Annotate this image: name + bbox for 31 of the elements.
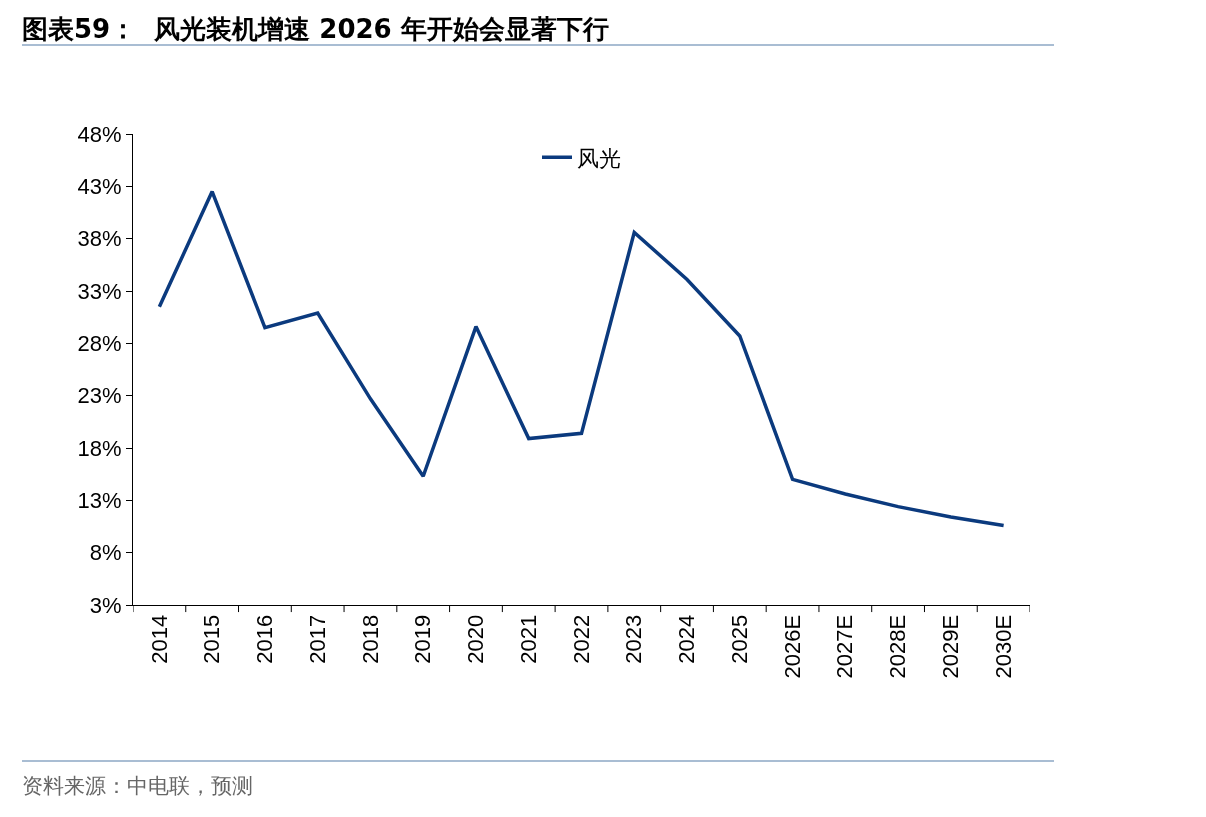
text: 资料来源：中电联，预测 (22, 773, 253, 800)
x-tick-label: 2024 (674, 614, 700, 664)
line-series (157, 189, 1006, 528)
x-tick-label: 2017 (304, 614, 330, 664)
x-tick-label: 2014 (146, 614, 172, 664)
legend-label: 风光 (577, 145, 621, 171)
y-tick-label: 48% (77, 121, 122, 147)
x-tick-label: 2028E (885, 614, 911, 679)
x-tick-label: 2027E (832, 614, 858, 679)
y-tick-label: 23% (77, 383, 122, 409)
chart-title: 图表59： 风光装机增速 2026 年开始会显著下行 (22, 13, 609, 46)
y-tick-label: 3% (89, 592, 122, 618)
x-tick-label: 2029E (938, 614, 963, 679)
x-tick-label: 2019 (410, 614, 436, 664)
x-tick-label: 2025 (726, 614, 752, 664)
y-tick-label: 18% (77, 435, 122, 461)
x-tick-label: 2021 (515, 614, 541, 664)
y-tick-label: 28% (77, 331, 122, 357)
x-tick-label: 2023 (621, 614, 647, 664)
x-tick-label: 2018 (357, 614, 383, 664)
y-tick-label: 43% (77, 174, 122, 200)
x-tick-label: 2016 (252, 614, 278, 664)
x-tick-label: 2020 (463, 614, 489, 664)
x-tick-label: 2030E (990, 614, 1016, 679)
x-tick-label: 2022 (568, 614, 594, 664)
y-tick-label: 13% (77, 488, 122, 514)
y-tick-label: 8% (89, 540, 122, 566)
x-tick-label: 2026E (779, 614, 805, 679)
y-tick-label: 38% (77, 226, 122, 252)
y-tick-label: 33% (77, 278, 122, 304)
x-tick-label: 2015 (199, 614, 225, 664)
